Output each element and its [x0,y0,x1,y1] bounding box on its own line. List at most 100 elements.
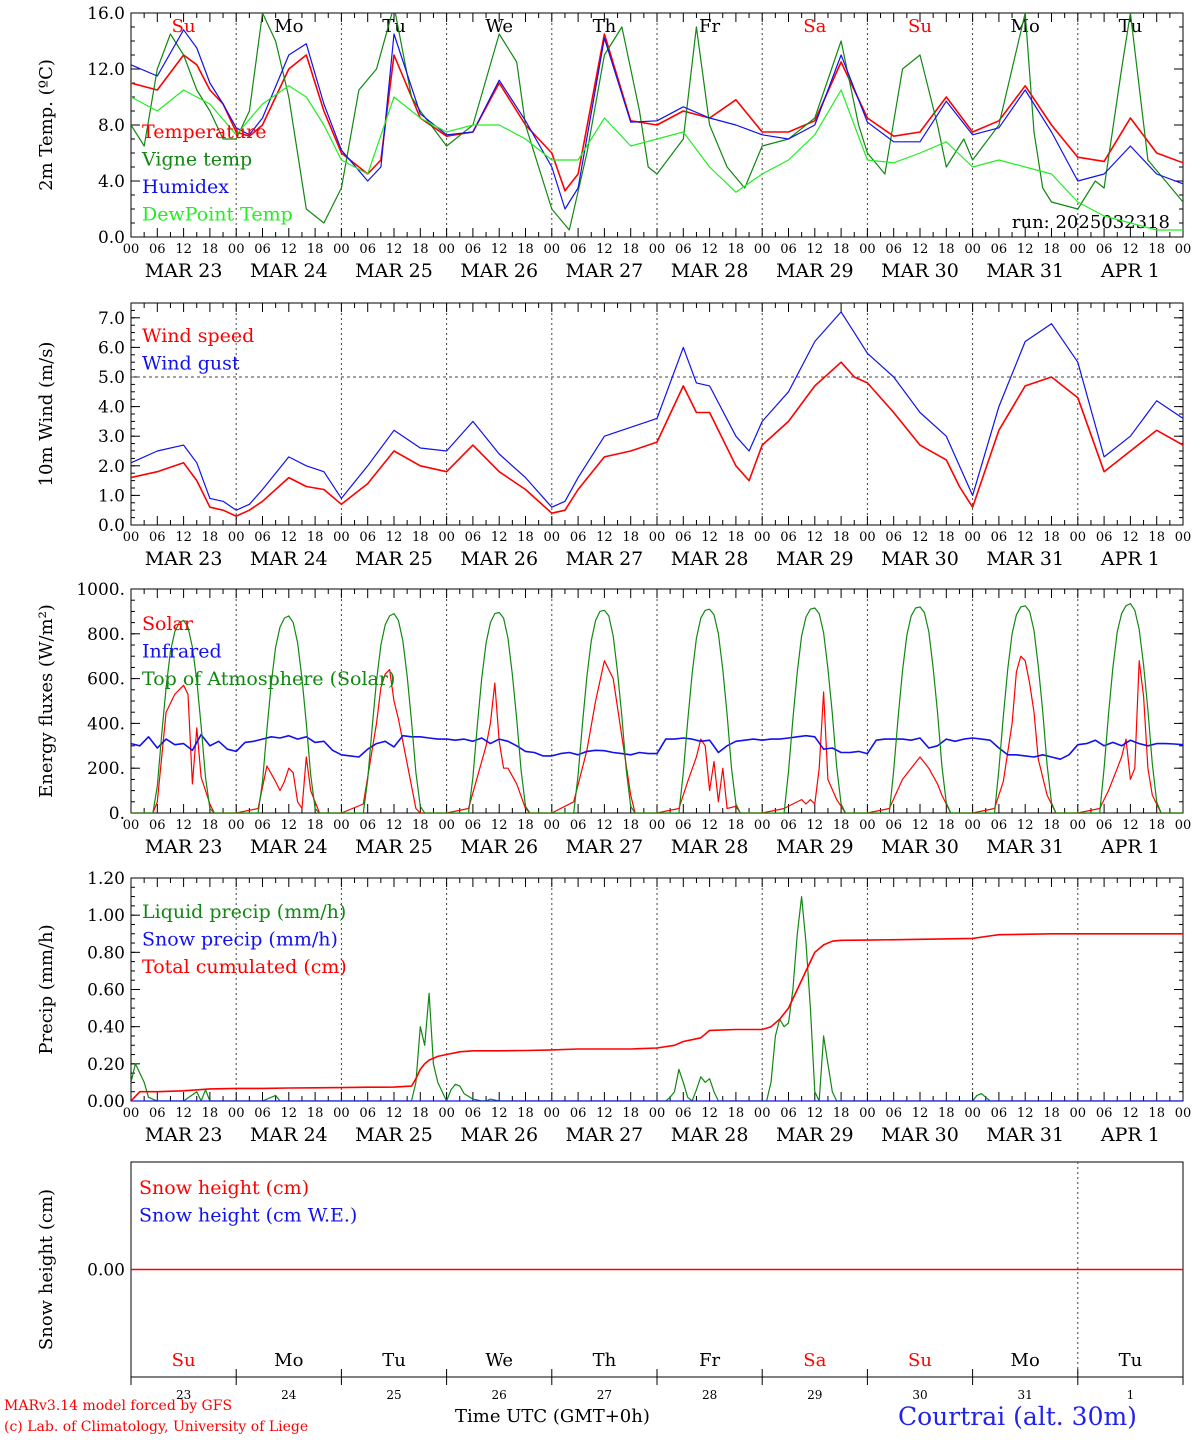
hour-tick-label: 06 [359,242,376,257]
weekday-label: Su [172,16,196,37]
hour-tick-label: 18 [202,242,219,257]
hour-tick-label: 00 [438,530,455,545]
hour-tick-label: 00 [859,530,876,545]
hour-tick-label: 12 [912,530,929,545]
hour-tick-label: 18 [1043,242,1060,257]
date-label: APR 1 [1100,1124,1160,1146]
y-tick-label: 6.0 [98,338,125,358]
hour-tick-label: 06 [991,818,1008,833]
hour-tick-label: 18 [938,1106,955,1121]
date-label: MAR 29 [776,548,854,570]
series-line [131,311,1183,511]
hour-tick-label: 12 [386,242,403,257]
y-tick-label: 5.0 [98,368,125,388]
series-line [131,895,1183,1101]
y-tick-label: 1000. [76,580,125,600]
weekday-label: Su [908,16,932,37]
date-label: MAR 27 [566,836,644,858]
y-axis-label: 2m Temp. (ºC) [36,59,57,191]
hour-tick-label: 06 [465,1106,482,1121]
y-tick-label: 7.0 [98,309,125,329]
series-group [131,311,1183,517]
weekday-label: Mo [1011,16,1040,37]
hour-tick-label: 12 [491,818,508,833]
hour-tick-label: 00 [123,818,140,833]
date-label: MAR 24 [250,1124,328,1146]
date-label: MAR 31 [986,1124,1064,1146]
hour-tick-label: 18 [728,1106,745,1121]
weekday-label: Mo [274,1350,303,1371]
series-group [131,895,1183,1101]
hour-tick-label: 06 [254,242,271,257]
y-tick-label: 8.0 [98,116,125,136]
y-axis-label: Snow height (cm) [36,1189,57,1350]
time-axis-label: Time UTC (GMT+0h) [455,1406,650,1427]
hour-tick-label: 00 [1070,530,1087,545]
hour-tick-label: 18 [622,818,639,833]
date-label: MAR 23 [145,1124,223,1146]
weekday-label: Fr [699,16,720,37]
legend-entry: Temperature [142,121,266,143]
hour-tick-label: 12 [1017,1106,1034,1121]
y-tick-label: 0.00 [87,1261,125,1281]
day-number-label: 28 [702,1388,717,1402]
y-tick-label: 0.60 [87,981,125,1001]
weekday-label: Tu [382,1350,406,1371]
weekday-label: Tu [1119,1350,1143,1371]
y-tick-label: 0.20 [87,1055,125,1075]
legend-entry: Snow height (cm W.E.) [139,1205,357,1227]
hour-tick-label: 00 [1175,242,1192,257]
hour-tick-label: 00 [964,818,981,833]
hour-tick-label: 00 [228,530,245,545]
y-tick-label: 200. [87,759,125,779]
weekday-label: Fr [699,1350,720,1371]
hour-tick-label: 00 [1175,530,1192,545]
hour-tick-label: 06 [885,242,902,257]
date-label: MAR 26 [460,836,538,858]
hour-tick-label: 06 [780,1106,797,1121]
legend-entry: Total cumulated (cm) [142,956,347,978]
hour-tick-label: 18 [622,1106,639,1121]
hour-tick-label: 06 [885,818,902,833]
y-tick-label: 0.0 [98,228,125,248]
y-axis-label: 10m Wind (m/s) [36,342,57,487]
y-tick-label: 4.0 [98,172,125,192]
hour-tick-label: 12 [281,530,298,545]
hour-tick-label: 18 [833,242,850,257]
hour-tick-label: 00 [859,818,876,833]
hour-tick-label: 00 [1175,1106,1192,1121]
series-group [131,602,1183,813]
hour-tick-label: 00 [333,818,350,833]
hour-tick-label: 06 [570,1106,587,1121]
hour-tick-label: 12 [386,530,403,545]
hour-tick-label: 00 [438,1106,455,1121]
day-number-label: 25 [386,1388,401,1402]
hour-tick-label: 18 [1148,530,1165,545]
hour-tick-label: 12 [1122,818,1139,833]
hour-tick-label: 06 [570,818,587,833]
hour-tick-label: 00 [964,1106,981,1121]
hour-tick-label: 00 [964,242,981,257]
hour-tick-label: 00 [333,242,350,257]
hour-tick-label: 18 [517,242,534,257]
hour-tick-label: 06 [675,242,692,257]
hour-tick-label: 00 [544,1106,561,1121]
hour-tick-label: 18 [938,242,955,257]
hour-tick-label: 00 [754,242,771,257]
weekday-label: Su [172,1350,196,1371]
weekday-label: Th [593,16,617,37]
credit-line-lab: (c) Lab. of Climatology, University of L… [4,1419,309,1435]
date-label: MAR 25 [355,548,433,570]
hour-tick-label: 06 [780,818,797,833]
hour-tick-label: 06 [465,818,482,833]
panel-3: 00 06 12 18 00 06 12 18 00 06 12 18 00 06 12 18 00 06 12 18… [36,580,1191,858]
hour-tick-label: 06 [675,818,692,833]
hour-tick-label: 12 [912,818,929,833]
hour-tick-label: 00 [1070,1106,1087,1121]
hour-tick-label: 06 [1096,1106,1113,1121]
hour-tick-label: 00 [649,530,666,545]
hour-tick-label: 00 [333,530,350,545]
date-label: MAR 26 [460,1124,538,1146]
hour-tick-label: 00 [1070,242,1087,257]
